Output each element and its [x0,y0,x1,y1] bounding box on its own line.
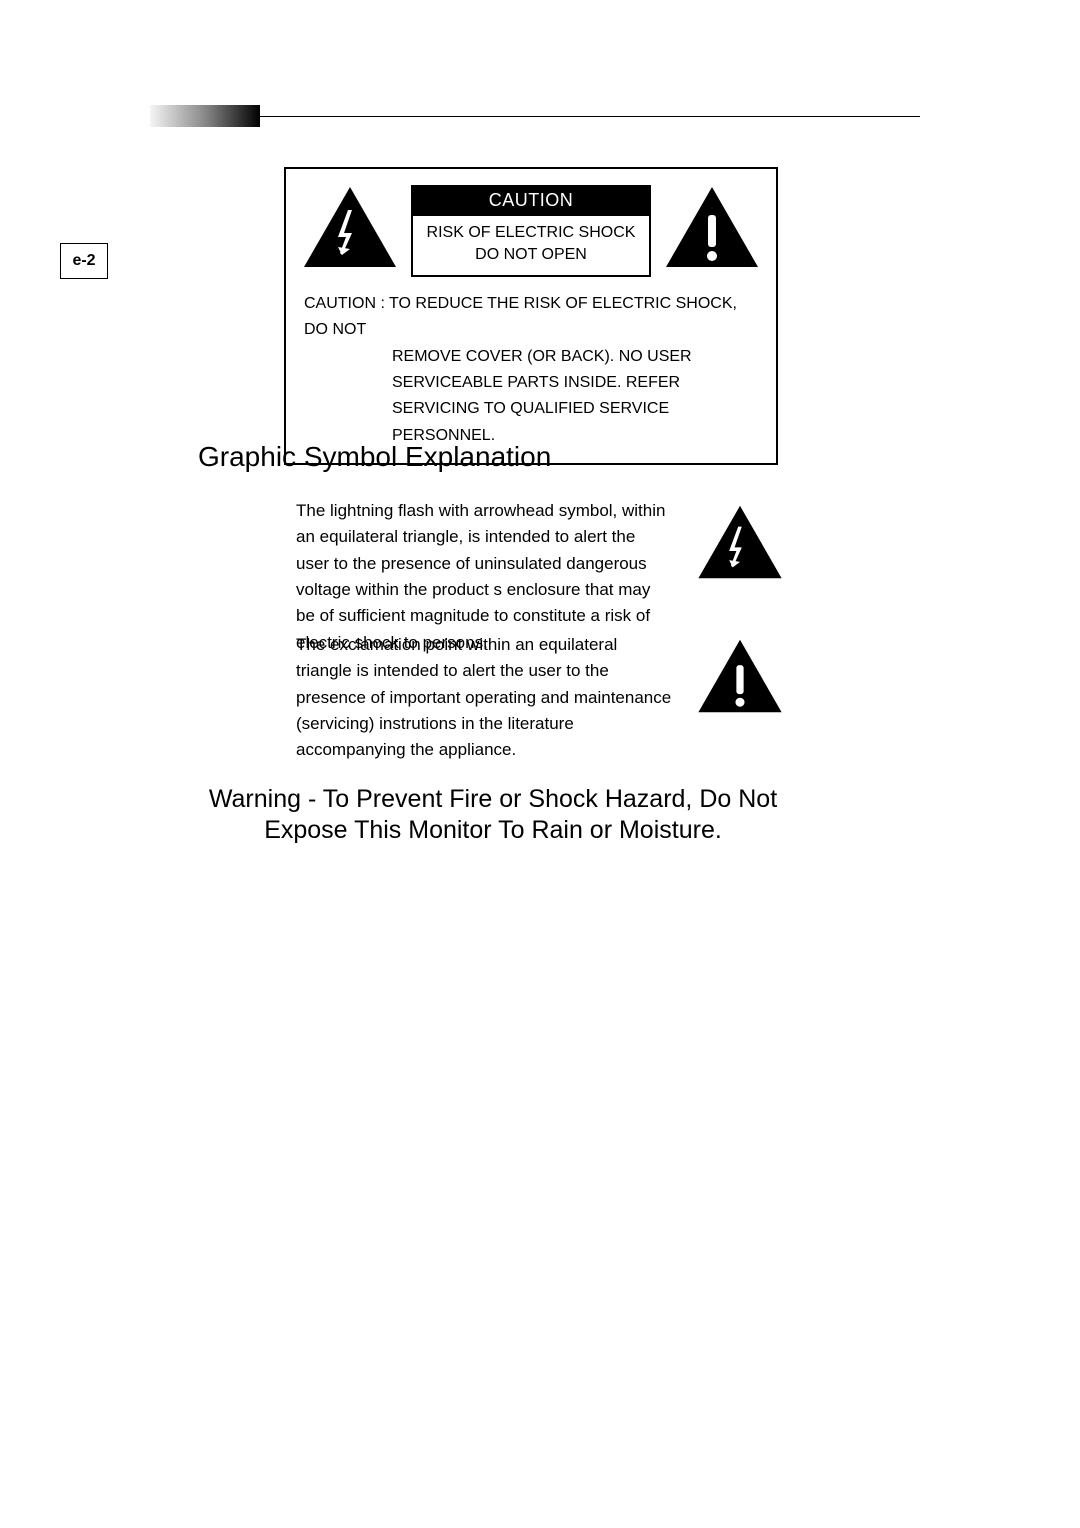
exclamation-triangle-icon [696,638,784,714]
symbol-explanation-2: The exclamation point within an equilate… [296,632,784,764]
header-rule [260,116,920,117]
main-warning: Warning - To Prevent Fire or Shock Hazar… [198,784,788,847]
caution-top-row: CAUTION RISK OF ELECTRIC SHOCK DO NOT OP… [302,185,760,277]
header-gradient [150,105,260,127]
caution-body-rest: REMOVE COVER (OR BACK). NO USER SERVICEA… [304,344,760,450]
caution-subheader: RISK OF ELECTRIC SHOCK DO NOT OPEN [411,216,651,277]
caution-body-text: CAUTION : TO REDUCE THE RISK OF ELECTRIC… [302,291,760,449]
lightning-triangle-icon [696,504,784,580]
lightning-triangle-icon [302,185,398,269]
page-number-box: e-2 [60,243,108,279]
section-title: Graphic Symbol Explanation [198,441,551,473]
page-number: e-2 [72,252,95,270]
symbol-2-text: The exclamation point within an equilate… [296,632,672,764]
header-bar [150,105,920,127]
caution-sub-line1: RISK OF ELECTRIC SHOCK [427,224,636,241]
caution-label: CAUTION : [304,295,389,312]
caution-header-block: CAUTION RISK OF ELECTRIC SHOCK DO NOT OP… [411,185,651,277]
exclamation-triangle-icon [664,185,760,269]
caution-header: CAUTION [411,185,651,216]
caution-box: CAUTION RISK OF ELECTRIC SHOCK DO NOT OP… [284,167,778,465]
caution-sub-line2: DO NOT OPEN [475,246,587,263]
